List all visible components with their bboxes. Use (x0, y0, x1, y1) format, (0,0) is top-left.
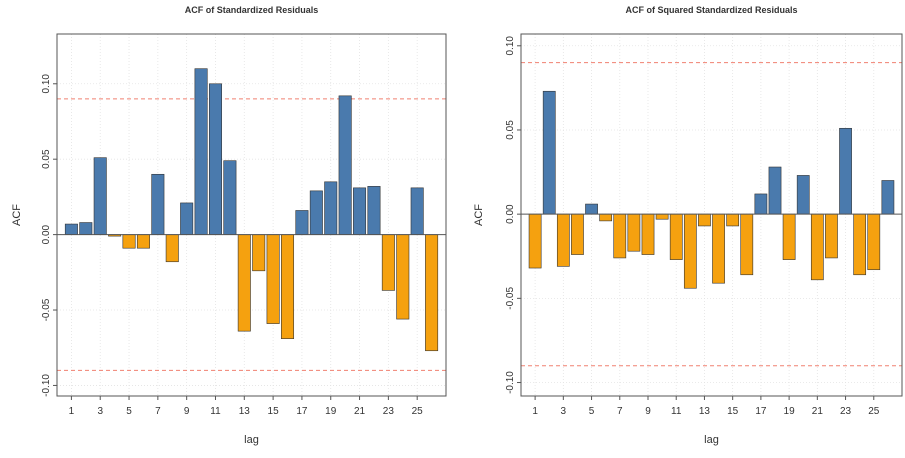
x-tick-label: 11 (210, 406, 221, 417)
acf-bar-lag-3 (94, 158, 106, 235)
x-tick-label: 21 (812, 406, 824, 417)
acf-squared-chart: 0.100.050.00-0.05-0.101 3 5 7 9 11 13 15 17 19 21 2… (473, 5, 902, 446)
x-tick-label: 1 (69, 406, 75, 417)
x-axis-label: lag (704, 434, 719, 446)
x-tick-label: 15 (727, 406, 739, 417)
y-tick-label: -0.10 (505, 371, 516, 394)
acf-bar-lag-21 (353, 188, 365, 235)
acf-bar-lag-1 (529, 214, 541, 268)
y-tick-label: 0.05 (505, 120, 516, 140)
acf-bar-lag-11 (209, 84, 221, 235)
acf-bar-lag-8 (166, 235, 178, 262)
x-tick-label: 5 (589, 406, 595, 417)
acf-bar-lag-25 (868, 214, 880, 270)
acf-bar-lag-26 (882, 180, 894, 214)
acf-bar-lag-17 (296, 210, 308, 234)
acf-bar-lag-15 (727, 214, 739, 226)
acf-bar-lag-18 (769, 167, 781, 214)
acf-bar-lag-11 (670, 214, 682, 259)
x-tick-label: 21 (354, 406, 366, 417)
acf-bar-lag-10 (656, 214, 668, 219)
y-tick-label: 0.00 (505, 204, 516, 224)
acf-bar-lag-23 (839, 128, 851, 214)
chart-title: ACF of Squared Standardized Residuals (625, 5, 797, 15)
acf-bar-lag-12 (684, 214, 696, 288)
x-tick-label: 3 (97, 406, 103, 417)
acf-bar-lag-17 (755, 194, 767, 214)
y-tick-label: 0.00 (41, 224, 52, 244)
acf-bar-lag-1 (65, 224, 77, 235)
acf-bar-lag-23 (382, 235, 394, 291)
y-tick-label: -0.05 (41, 298, 52, 321)
acf-bar-lag-2 (543, 91, 555, 214)
x-tick-label: 7 (617, 406, 623, 417)
acf-bar-lag-16 (741, 214, 753, 275)
acf-bar-lag-2 (80, 223, 92, 235)
acf-bar-lag-7 (614, 214, 626, 258)
y-tick-label: -0.10 (41, 374, 52, 397)
x-tick-label: 23 (383, 406, 395, 417)
acf-bar-lag-19 (783, 214, 795, 259)
acf-bar-lag-8 (628, 214, 640, 251)
y-tick-label: 0.05 (41, 149, 52, 169)
acf-bar-lag-25 (411, 188, 423, 235)
acf-residuals-chart: 0.100.050.00-0.05-0.101 3 5 7 9 11 13 15 17 19 21 2… (11, 5, 446, 446)
acf-bar-lag-14 (253, 235, 265, 271)
x-tick-label: 5 (126, 406, 132, 417)
acf-bar-lag-16 (281, 235, 293, 339)
x-tick-label: 19 (325, 406, 337, 417)
x-tick-label: 3 (561, 406, 567, 417)
plot-area-border (57, 34, 446, 396)
acf-bar-lag-12 (224, 161, 236, 235)
x-tick-label: 17 (755, 406, 767, 417)
y-tick-label: 0.10 (41, 74, 52, 94)
x-tick-label: 25 (412, 406, 424, 417)
acf-bar-lag-22 (368, 186, 380, 234)
acf-bar-lag-10 (195, 69, 207, 235)
acf-bar-lag-19 (325, 182, 337, 235)
acf-bar-lag-18 (310, 191, 322, 235)
acf-bar-lag-5 (123, 235, 135, 249)
acf-bar-lag-9 (180, 203, 192, 235)
acf-bar-lag-5 (585, 204, 597, 214)
acf-bar-lag-26 (425, 235, 437, 351)
x-tick-label: 1 (532, 406, 538, 417)
x-tick-label: 11 (671, 406, 682, 417)
y-tick-label: -0.05 (505, 287, 516, 310)
acf-bar-lag-24 (397, 235, 409, 319)
chart-title: ACF of Standardized Residuals (185, 5, 319, 15)
x-tick-label: 7 (155, 406, 161, 417)
x-tick-label: 17 (296, 406, 308, 417)
x-tick-label: 25 (868, 406, 880, 417)
y-axis-label: ACF (473, 204, 485, 226)
x-tick-label: 13 (239, 406, 251, 417)
acf-bar-lag-21 (811, 214, 823, 280)
acf-bar-lag-14 (712, 214, 724, 283)
acf-bar-lag-6 (600, 214, 612, 221)
acf-bar-lag-15 (267, 235, 279, 324)
x-axis-label: lag (244, 434, 259, 446)
x-tick-label: 15 (268, 406, 280, 417)
x-tick-label: 19 (784, 406, 796, 417)
acf-bar-lag-13 (698, 214, 710, 226)
acf-bar-lag-9 (642, 214, 654, 254)
acf-bar-lag-24 (854, 214, 866, 275)
x-tick-label: 13 (699, 406, 711, 417)
x-tick-label: 9 (645, 406, 651, 417)
x-tick-label: 9 (184, 406, 190, 417)
acf-bar-lag-3 (557, 214, 569, 266)
acf-bar-lag-4 (571, 214, 583, 254)
acf-bar-lag-6 (137, 235, 149, 249)
x-tick-label: 23 (840, 406, 852, 417)
acf-bar-lag-7 (152, 174, 164, 234)
acf-bar-lag-13 (238, 235, 250, 332)
y-tick-label: 0.10 (505, 36, 516, 56)
acf-bar-lag-22 (825, 214, 837, 258)
y-axis-label: ACF (11, 204, 23, 226)
acf-bar-lag-20 (339, 96, 351, 235)
acf-bar-lag-20 (797, 175, 809, 214)
